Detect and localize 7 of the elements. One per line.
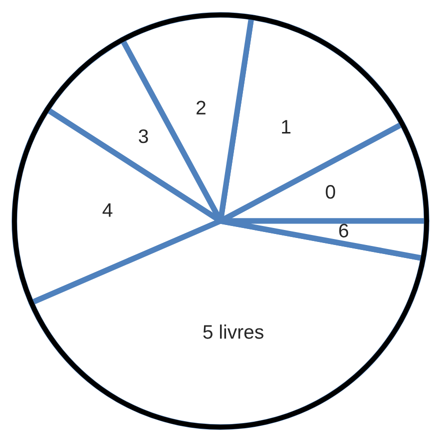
slice-label: 2 bbox=[196, 100, 206, 114]
slice-label: 1 bbox=[282, 120, 290, 134]
slice-label: 6 bbox=[339, 224, 348, 238]
slice-label: 5 livres bbox=[203, 324, 264, 339]
slice-label: 4 bbox=[102, 203, 112, 217]
slice-label: 3 bbox=[138, 129, 148, 144]
slice-label: 0 bbox=[326, 184, 336, 199]
